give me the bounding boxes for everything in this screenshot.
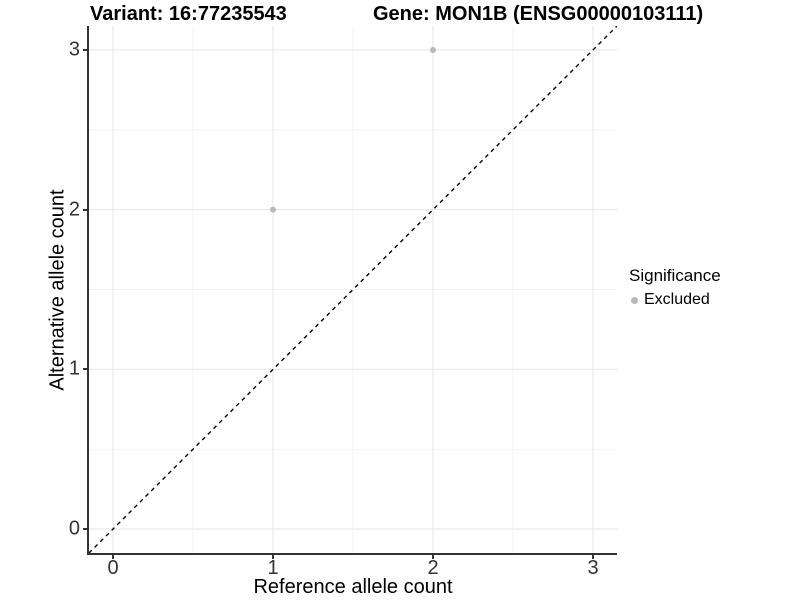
x-tick-mark bbox=[272, 555, 274, 559]
legend-title: Significance bbox=[629, 266, 721, 285]
x-tick-label: 0 bbox=[107, 557, 119, 579]
y-tick-mark bbox=[83, 368, 87, 371]
legend-items: Excluded bbox=[627, 291, 721, 309]
x-tick-mark bbox=[592, 555, 594, 559]
y-tick-label: 1 bbox=[68, 357, 80, 380]
y-tick-label: 2 bbox=[68, 198, 80, 221]
x-tick-mark bbox=[112, 555, 114, 559]
legend-item-label: Excluded bbox=[644, 291, 710, 308]
y-tick-label: 0 bbox=[68, 517, 80, 540]
x-tick-mark bbox=[432, 555, 434, 559]
data-point bbox=[430, 46, 436, 53]
x-tick-label: 3 bbox=[587, 557, 599, 579]
x-tick-label: 2 bbox=[427, 557, 439, 579]
legend-point-icon bbox=[631, 296, 638, 304]
y-tick-mark bbox=[83, 528, 87, 531]
plot-canvas bbox=[89, 26, 617, 553]
y-tick-mark bbox=[83, 48, 87, 51]
x-tick-label: 1 bbox=[267, 557, 279, 579]
x-axis-title: Reference allele count bbox=[253, 576, 453, 598]
plot-title-gene: Gene: MON1B (ENSG00000103111) bbox=[373, 3, 704, 25]
y-tick-mark bbox=[83, 208, 87, 211]
legend: Significance Excluded bbox=[627, 266, 721, 309]
y-tick-label: 3 bbox=[68, 38, 80, 61]
legend-item: Excluded bbox=[627, 291, 721, 309]
plot-title-variant: Variant: 16:77235543 bbox=[90, 3, 287, 25]
plot-panel bbox=[87, 26, 617, 555]
data-point bbox=[270, 206, 276, 213]
y-axis-title: Alternative allele count bbox=[46, 189, 69, 391]
